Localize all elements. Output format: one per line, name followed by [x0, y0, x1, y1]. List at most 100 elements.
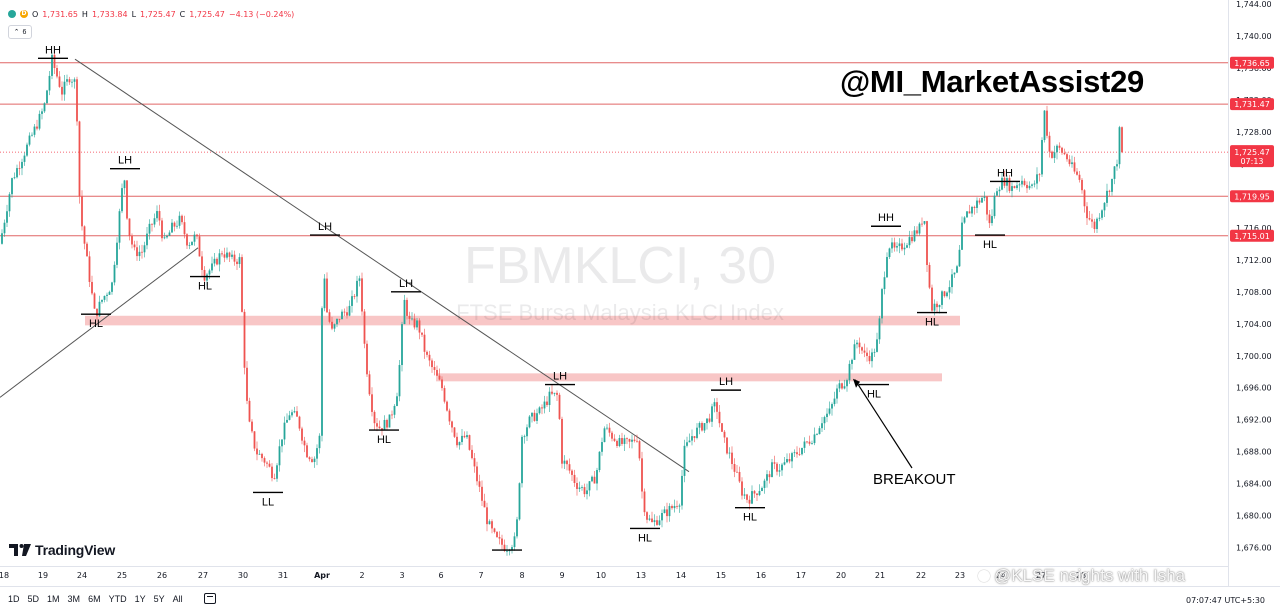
swing-label: HL: [867, 389, 881, 401]
timeframe-button[interactable]: YTD: [108, 594, 127, 604]
tradingview-icon: [9, 544, 31, 556]
candle-body: [188, 245, 191, 246]
candle-body: [1011, 186, 1013, 191]
calendar-icon[interactable]: [204, 593, 216, 604]
candle-body: [951, 274, 953, 288]
candle-body: [591, 476, 593, 482]
candle-body: [501, 538, 503, 545]
candle-body: [806, 441, 808, 443]
x-tick-label: 26: [157, 571, 167, 580]
trend-line: [74, 58, 690, 473]
candle-body: [636, 440, 638, 442]
timeframe-button[interactable]: All: [172, 594, 183, 604]
x-tick-label: 17: [796, 571, 806, 580]
candle-body: [88, 256, 91, 282]
candle-body: [273, 478, 276, 479]
candle-body: [706, 418, 708, 424]
candle-body: [348, 305, 351, 316]
x-tick-label: 20: [836, 571, 846, 580]
candle-body: [568, 464, 571, 471]
candle-body: [68, 79, 71, 83]
last-price-text: 1,725.47: [1234, 148, 1270, 157]
candle-body: [908, 237, 911, 246]
candle-body: [303, 440, 306, 446]
candle-body: [51, 54, 53, 76]
candle-body: [646, 512, 648, 520]
candle-body: [131, 236, 133, 245]
candle-body: [633, 439, 636, 441]
candle-body: [563, 460, 566, 464]
candle-body: [996, 191, 998, 196]
timeframe-button[interactable]: 1M: [47, 594, 60, 604]
indicators-toggle[interactable]: ⌃ 6: [8, 25, 32, 39]
candle-body: [393, 405, 396, 415]
timeframe-button[interactable]: 1Y: [134, 594, 146, 604]
candle-body: [496, 531, 498, 538]
candle-body: [1026, 184, 1028, 189]
candle-body: [48, 75, 51, 91]
candle-body: [993, 195, 996, 217]
candle-body: [1083, 190, 1086, 207]
timeframe-button[interactable]: 5Y: [153, 594, 165, 604]
candle-body: [728, 452, 731, 454]
candle-body: [8, 194, 11, 212]
swing-label: HH: [45, 44, 61, 56]
candle-body: [498, 537, 501, 539]
clock-readout: 07:07:47 UTC+5:30: [1186, 596, 1265, 605]
timeframe-button[interactable]: 3M: [67, 594, 81, 604]
candle-body: [796, 452, 798, 455]
level-price-tag-text: 1,731.47: [1234, 100, 1270, 109]
candle-body: [91, 281, 93, 294]
candle-body: [713, 402, 716, 407]
candle-body: [106, 294, 108, 296]
low-label: L: [131, 9, 137, 19]
candle-body: [246, 367, 248, 401]
symbol-watermark: FBMKLCI, 30: [463, 237, 777, 295]
level-price-tag: [1230, 190, 1274, 203]
candle-body: [968, 211, 971, 214]
candle-body: [848, 363, 851, 381]
candle-body: [718, 411, 721, 424]
candle-body: [916, 230, 918, 234]
level-price-tag: [1230, 98, 1274, 111]
candle-body: [493, 528, 496, 532]
candle-body: [61, 86, 63, 95]
candle-body: [23, 155, 26, 162]
candle-body: [153, 218, 156, 225]
candle-body: [571, 470, 573, 475]
candle-body: [776, 463, 778, 472]
candle-body: [823, 417, 826, 424]
candle-body: [256, 448, 258, 455]
timeframe-button[interactable]: 5D: [27, 594, 40, 604]
candle-body: [271, 466, 273, 479]
tradingview-logo[interactable]: TradingView: [9, 542, 115, 558]
swing-label: LH: [399, 278, 413, 290]
candle-body: [1053, 152, 1056, 158]
candle-body: [886, 257, 888, 278]
candle-body: [741, 481, 743, 496]
candle-body: [921, 223, 923, 225]
candle-body: [231, 254, 233, 257]
candle-body: [861, 347, 863, 351]
candle-body: [123, 180, 126, 189]
timeframe-selector: 1D 5D 1M 3M 6M YTD 1Y 5Y All: [4, 592, 187, 606]
candle-body: [366, 343, 368, 375]
y-tick-label: 1,684.00: [1236, 480, 1272, 489]
candle-body: [383, 419, 386, 431]
swing-label: LL: [262, 496, 274, 508]
y-tick-label: 1,680.00: [1236, 512, 1272, 521]
candle-body: [843, 386, 846, 389]
candle-body: [128, 218, 131, 237]
candle-body: [793, 452, 796, 454]
candle-body: [618, 438, 621, 446]
candle-body: [673, 505, 676, 509]
candle-body: [386, 419, 388, 428]
timeframe-button[interactable]: 6M: [88, 594, 101, 604]
candle-body: [748, 499, 751, 504]
candle-body: [826, 413, 828, 418]
candle-body: [146, 233, 148, 246]
timeframe-button[interactable]: 1D: [8, 594, 20, 604]
candle-body: [638, 441, 641, 459]
candle-body: [781, 464, 783, 471]
